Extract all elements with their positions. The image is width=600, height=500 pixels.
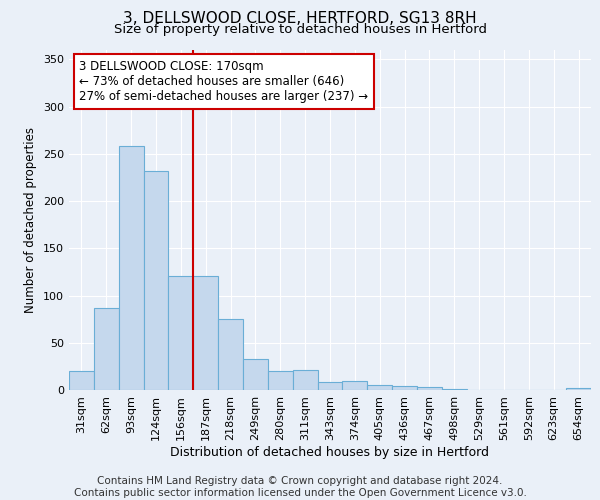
Text: Contains HM Land Registry data © Crown copyright and database right 2024.
Contai: Contains HM Land Registry data © Crown c…: [74, 476, 526, 498]
Bar: [268, 371, 293, 390]
Text: Size of property relative to detached houses in Hertford: Size of property relative to detached ho…: [113, 22, 487, 36]
Bar: [417, 387, 442, 390]
Bar: [69, 371, 94, 390]
Bar: [293, 370, 317, 390]
Bar: [317, 382, 343, 390]
Bar: [243, 359, 268, 390]
Bar: [392, 386, 417, 390]
Y-axis label: Number of detached properties: Number of detached properties: [25, 127, 37, 313]
Bar: [566, 388, 591, 390]
Bar: [119, 146, 143, 390]
Bar: [218, 319, 243, 390]
X-axis label: Distribution of detached houses by size in Hertford: Distribution of detached houses by size …: [170, 446, 490, 458]
Bar: [94, 308, 119, 390]
Text: 3 DELLSWOOD CLOSE: 170sqm
← 73% of detached houses are smaller (646)
27% of semi: 3 DELLSWOOD CLOSE: 170sqm ← 73% of detac…: [79, 60, 368, 103]
Bar: [367, 386, 392, 390]
Bar: [442, 389, 467, 390]
Bar: [169, 276, 193, 390]
Bar: [343, 380, 367, 390]
Bar: [193, 276, 218, 390]
Text: 3, DELLSWOOD CLOSE, HERTFORD, SG13 8RH: 3, DELLSWOOD CLOSE, HERTFORD, SG13 8RH: [123, 11, 477, 26]
Bar: [143, 171, 169, 390]
